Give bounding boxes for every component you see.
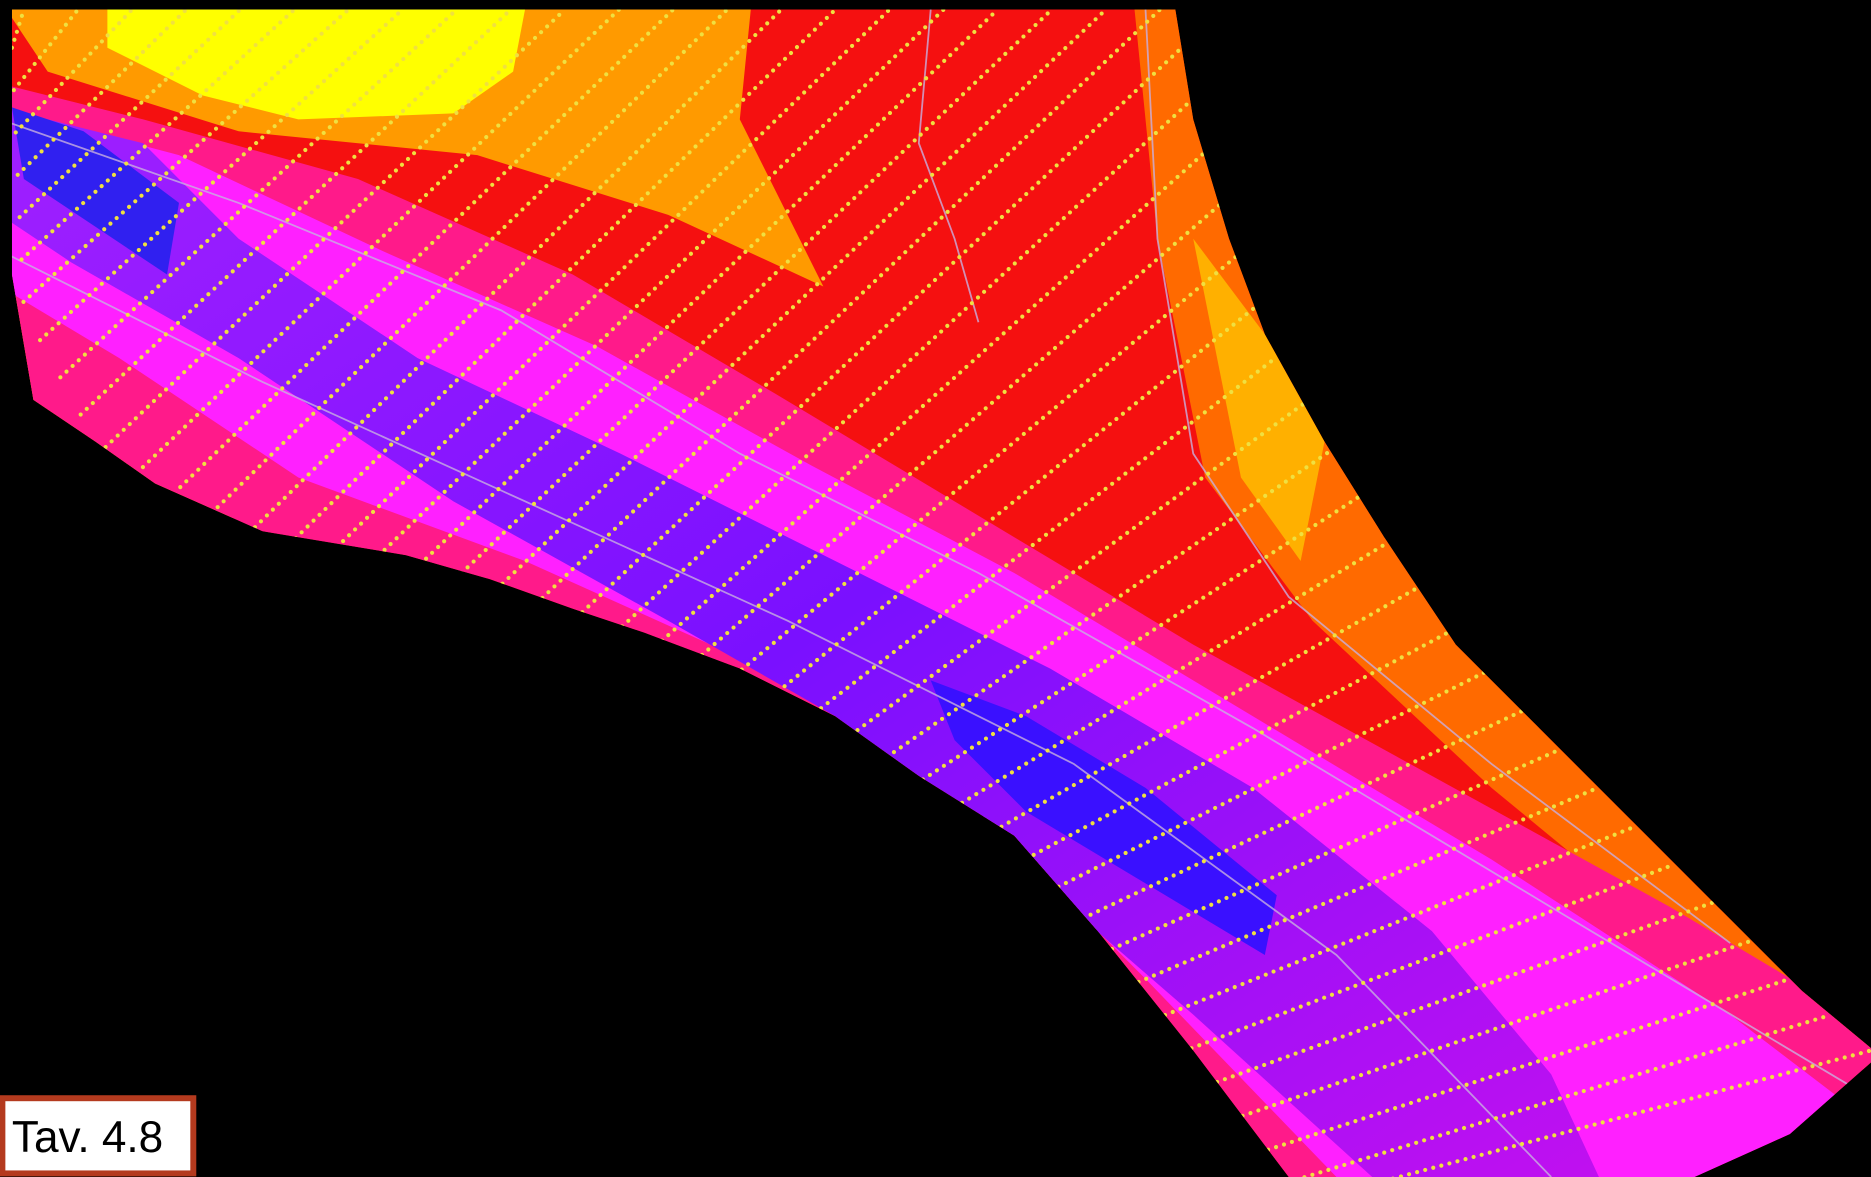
plate-label: Tav. 4.8 [2,1098,193,1173]
label-text: Tav. 4.8 [12,1113,163,1162]
page: Tav. 4.8 (() => { const data = JSON.pars… [0,0,1871,1177]
bathymetry-map: Tav. 4.8 [0,0,1871,1177]
